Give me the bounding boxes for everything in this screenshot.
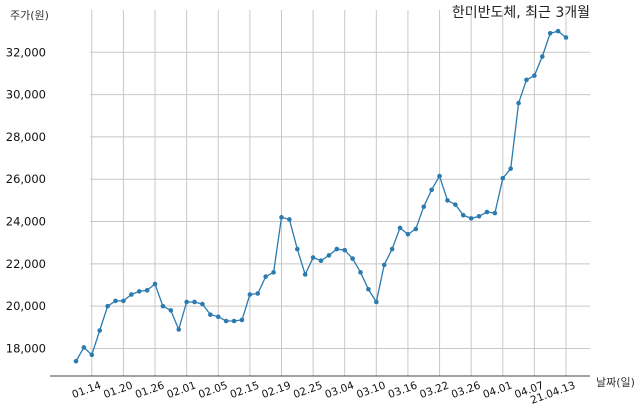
data-point — [358, 270, 363, 275]
data-point — [231, 318, 237, 324]
y-tick-label: 24,000 — [6, 215, 46, 229]
data-point — [484, 209, 490, 215]
data-point — [160, 303, 166, 309]
data-point — [215, 314, 221, 320]
data-point — [200, 301, 205, 307]
x-tick-label: 02.25 — [292, 380, 324, 402]
data-point — [152, 281, 158, 287]
data-point — [508, 166, 513, 171]
x-tick-label: 03.10 — [355, 380, 387, 402]
chart-title: 한미반도체, 최근 3개월 — [452, 5, 590, 21]
data-point — [555, 28, 561, 34]
data-point — [468, 216, 474, 221]
data-point — [326, 253, 332, 258]
data-point — [421, 204, 427, 210]
x-tick-label: 01.26 — [134, 379, 167, 401]
x-tick-label: 01.20 — [102, 380, 134, 402]
data-point — [500, 175, 506, 181]
data-point — [302, 272, 308, 277]
data-point — [121, 298, 126, 304]
x-tick-label: 01.14 — [70, 379, 103, 401]
data-point — [287, 217, 292, 222]
x-axis-label: 날짜(일) — [596, 375, 635, 389]
data-point — [532, 73, 537, 78]
data-point — [476, 213, 482, 219]
x-tick-label: 02.01 — [165, 380, 197, 402]
x-tick-label: 04.01 — [481, 380, 513, 402]
x-tick-label: 03.26 — [450, 379, 483, 401]
data-point — [429, 187, 434, 193]
data-point — [263, 274, 268, 279]
x-tick-label: 03.22 — [418, 380, 450, 402]
data-point — [255, 291, 261, 296]
data-point — [524, 77, 529, 83]
data-point — [318, 258, 324, 263]
data-point — [192, 299, 197, 305]
x-tick-label: 02.15 — [229, 380, 261, 402]
data-point — [294, 246, 300, 252]
data-point — [113, 298, 118, 304]
data-point — [89, 352, 95, 358]
data-point — [310, 255, 316, 260]
data-point — [547, 30, 553, 36]
data-point — [516, 100, 521, 106]
data-point — [168, 308, 174, 313]
data-point — [453, 202, 458, 207]
data-point — [208, 312, 213, 317]
x-tick-label: 02.05 — [197, 380, 229, 402]
y-tick-label: 20,000 — [6, 299, 46, 313]
x-tick-labels: 01.14 01.20 01.26 02.01 02.05 02.15 02.19 02.25… — [70, 379, 577, 406]
data-point — [350, 256, 355, 261]
x-tick-label: 02.19 — [260, 380, 292, 402]
data-point — [492, 210, 498, 216]
data-point — [405, 231, 411, 237]
data-point — [271, 270, 276, 275]
horizontal-gridlines — [90, 51, 590, 349]
y-tick-label: 32,000 — [6, 45, 46, 59]
data-point — [334, 246, 340, 252]
series-line — [75, 30, 567, 362]
data-point — [389, 246, 395, 252]
x-tick-label: 03.16 — [387, 379, 420, 401]
data-point — [247, 292, 253, 297]
y-tick-label: 22,000 — [6, 257, 46, 271]
data-point — [374, 299, 379, 305]
data-point — [413, 226, 419, 232]
data-point — [381, 262, 387, 268]
data-point — [460, 212, 466, 218]
data-point — [563, 35, 569, 40]
data-point — [239, 317, 245, 323]
data-point — [97, 328, 103, 333]
data-point — [81, 345, 87, 350]
data-point — [342, 247, 348, 253]
data-point — [136, 289, 142, 294]
y-tick-label: 28,000 — [6, 130, 46, 144]
price-series — [73, 28, 569, 364]
x-tick-label: 03.04 — [323, 379, 356, 401]
data-point — [129, 292, 134, 297]
y-axis-label: 주가(원) — [10, 9, 49, 22]
y-tick-label: 18,000 — [6, 341, 46, 355]
y-tick-labels: 18,000 20,000 22,000 24,000 26,000 28,000 30,0… — [6, 45, 46, 355]
data-point — [223, 318, 229, 324]
y-tick-label: 26,000 — [6, 172, 46, 186]
data-point — [73, 358, 79, 364]
data-point — [184, 299, 189, 305]
data-point — [539, 54, 545, 59]
data-point — [366, 286, 371, 292]
data-point — [279, 215, 284, 220]
data-point — [397, 225, 403, 231]
data-point — [176, 327, 182, 332]
data-point — [105, 303, 110, 309]
data-point — [437, 173, 442, 179]
vertical-gridlines — [91, 10, 567, 376]
data-point — [144, 288, 150, 293]
y-tick-label: 30,000 — [6, 88, 46, 102]
data-point — [445, 198, 450, 203]
